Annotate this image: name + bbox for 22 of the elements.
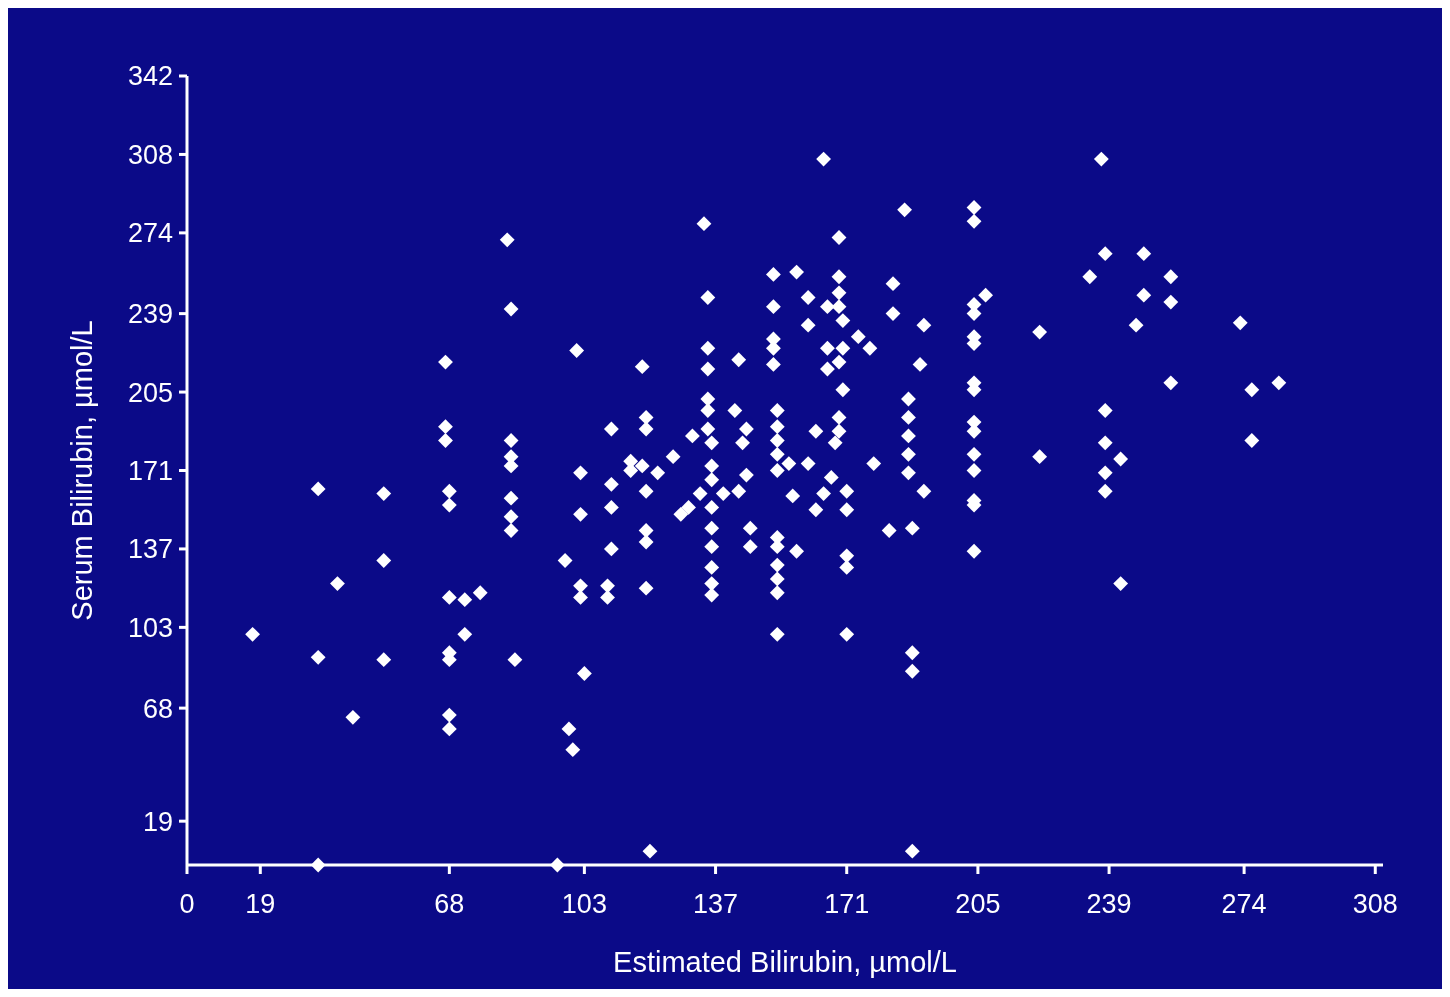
x-tick-label: 205 <box>955 889 1001 919</box>
x-tick-label: 68 <box>434 889 465 919</box>
x-tick-label: 103 <box>561 889 607 919</box>
x-tick-label: 308 <box>1352 889 1398 919</box>
y-tick-label: 274 <box>127 218 173 249</box>
x-tick-label: 0 <box>179 889 195 919</box>
x-axis-title: Estimated Bilirubin, µmol/L <box>613 946 957 978</box>
x-tick-label: 137 <box>693 889 739 919</box>
y-tick-label: 342 <box>127 61 173 92</box>
x-tick-label: 19 <box>245 889 276 919</box>
y-tick-label: 137 <box>127 534 173 565</box>
x-tick-label: 171 <box>824 889 870 919</box>
y-tick-label: 19 <box>142 806 173 837</box>
y-tick-label: 68 <box>142 693 173 724</box>
y-axis-title: Serum Bilirubin, µmol/L <box>66 320 98 621</box>
x-tick-label: 274 <box>1221 889 1267 919</box>
x-tick-label: 239 <box>1086 889 1132 919</box>
y-tick-label: 308 <box>127 139 173 170</box>
y-tick-label: 103 <box>127 612 173 643</box>
y-tick-label: 171 <box>127 455 173 486</box>
y-tick-label: 239 <box>127 299 173 330</box>
y-tick-label: 205 <box>127 377 173 408</box>
